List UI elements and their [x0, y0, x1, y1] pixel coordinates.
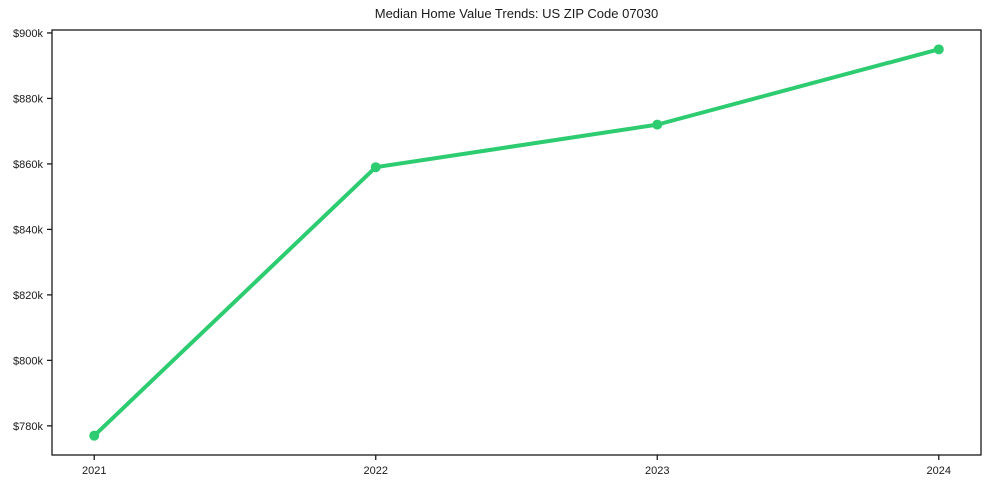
data-point-marker: [652, 119, 663, 130]
y-tick-label: $840k: [13, 224, 43, 236]
series-line: [92, 47, 941, 438]
y-tick-label: $880k: [13, 93, 43, 105]
x-tick-label: 2024: [927, 465, 951, 477]
plot-frame: [51, 29, 982, 456]
x-tick-label: 2023: [645, 465, 669, 477]
data-point-marker: [370, 162, 381, 173]
y-tick-label: $780k: [13, 421, 43, 433]
y-tick-label: $800k: [13, 355, 43, 367]
y-tick-label: $820k: [13, 290, 43, 302]
y-tick-label: $900k: [13, 28, 43, 40]
x-tick-label: 2021: [82, 465, 106, 477]
data-point-marker: [89, 430, 100, 441]
y-tick-label: $860k: [13, 159, 43, 171]
data-point-marker: [933, 44, 944, 55]
chart-title: Median Home Value Trends: US ZIP Code 07…: [374, 6, 659, 21]
x-tick-label: 2022: [364, 465, 388, 477]
